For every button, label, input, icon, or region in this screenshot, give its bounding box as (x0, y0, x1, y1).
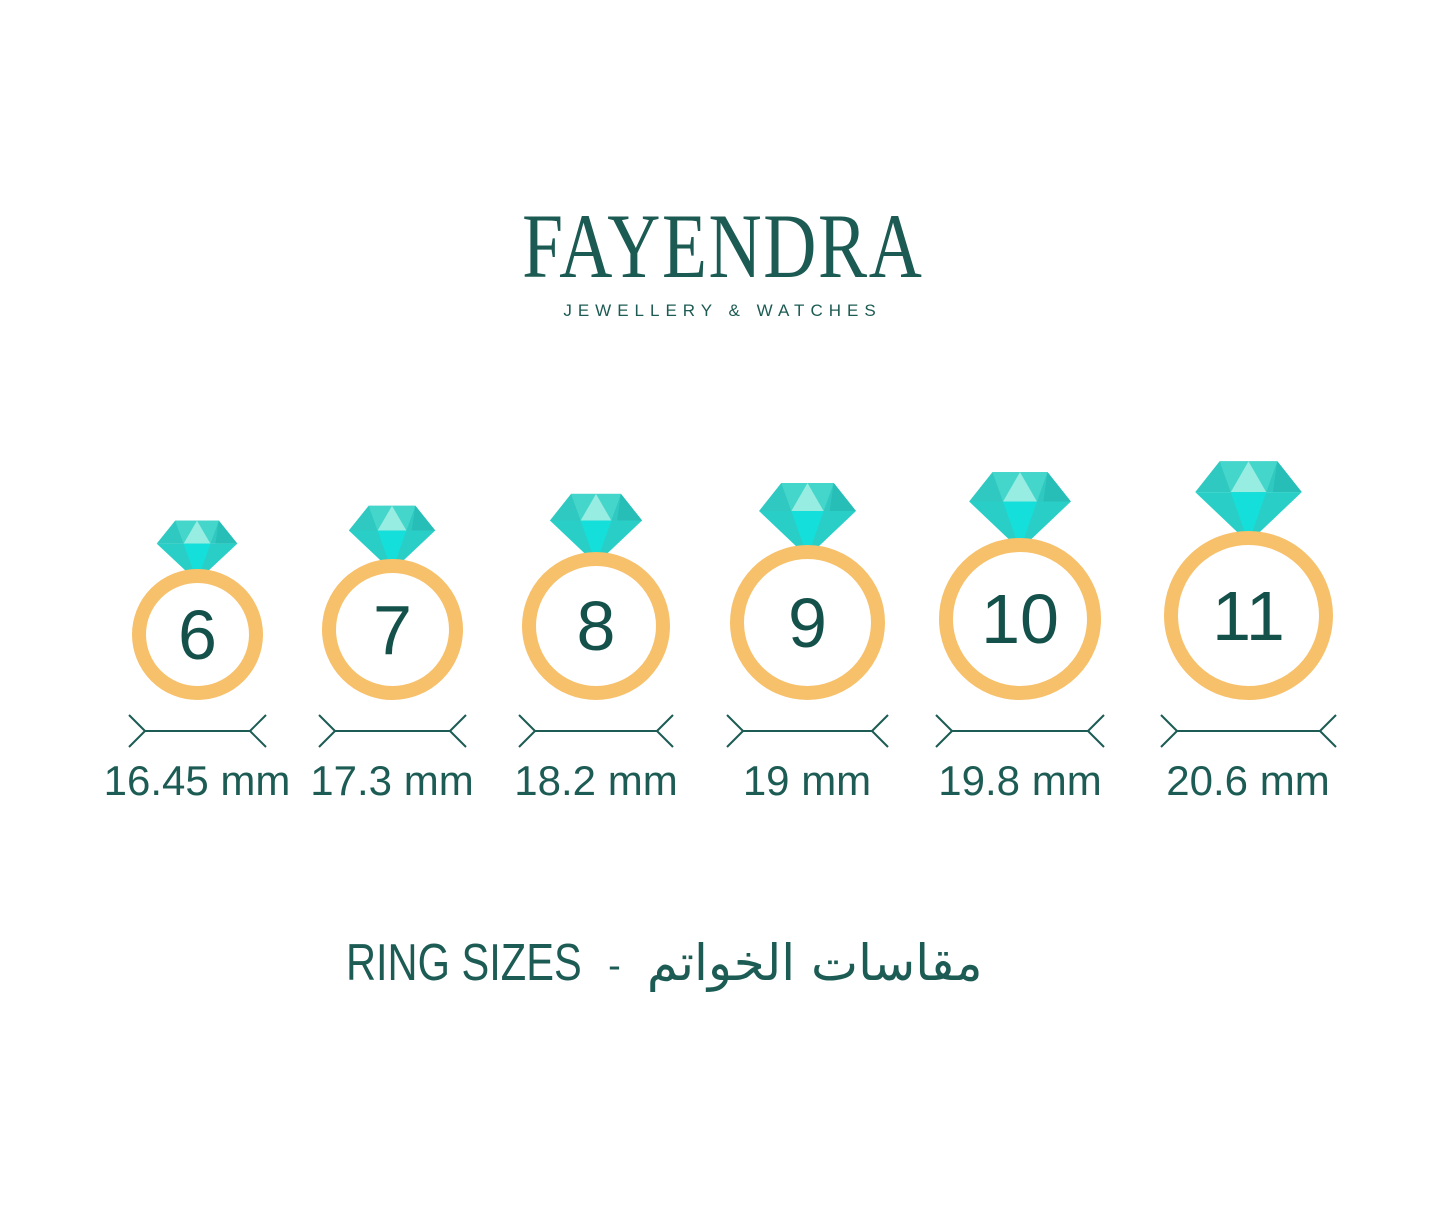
ring-size-number: 10 (981, 580, 1059, 658)
diameter-arrow (128, 714, 267, 748)
diamond-icon (348, 505, 436, 572)
diameter-arrow (318, 714, 467, 748)
brand-tagline: JEWELLERY & WATCHES (563, 301, 882, 320)
page-title-en: RING SIZES (346, 934, 583, 992)
page-title-ar: مقاسات الخواتم (646, 934, 983, 992)
ring-diameter-label: 19 mm (742, 757, 872, 804)
ring-size-number: 11 (1212, 576, 1285, 655)
ring-diameter-label: 19.8 mm (938, 757, 1102, 804)
diamond-icon (156, 520, 238, 582)
ring-band: 10 (939, 538, 1101, 700)
ring-size-number: 9 (788, 583, 827, 662)
diameter-arrow (518, 714, 674, 748)
diameter-arrow (1160, 714, 1337, 748)
ring-diameter-label: 16.45 mm (103, 757, 291, 804)
ring-size-number: 7 (373, 590, 412, 669)
diameter-arrow (935, 714, 1105, 748)
diamond-icon (759, 483, 856, 557)
ring-band: 9 (730, 545, 885, 700)
ring-diameter-label: 20.6 mm (1166, 757, 1330, 804)
ring-size-number: 8 (576, 587, 616, 665)
ring-band: 11 (1164, 531, 1333, 700)
diamond-icon (1195, 461, 1302, 543)
diamond-icon (969, 472, 1071, 550)
page-title: RING SIZES - مقاسات الخواتم (0, 933, 1270, 993)
ring-band: 6 (132, 569, 263, 700)
brand-logo: FAYENDRA JEWELLERY & WATCHES (0, 200, 1445, 321)
diameter-arrow (726, 714, 889, 748)
ring-size-number: 6 (178, 595, 217, 674)
ring-band: 7 (322, 559, 463, 700)
ring-diameter-label: 17.3 mm (310, 757, 474, 804)
title-separator: - (608, 944, 621, 987)
ring-diameter-label: 18.2 mm (514, 757, 678, 804)
brand-name: FAYENDRA (521, 195, 924, 297)
diamond-icon (549, 493, 643, 565)
ring-band: 8 (522, 552, 670, 700)
